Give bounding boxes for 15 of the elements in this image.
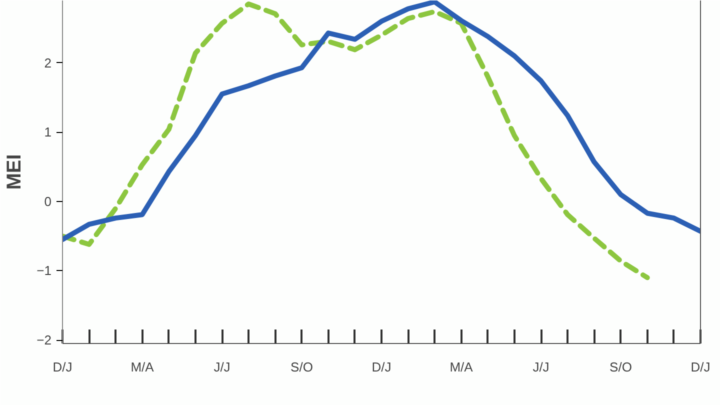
x-tick-label: M/A [130,360,154,374]
x-tick-label: J/J [214,360,230,374]
y-tick-label: −2 [36,332,52,348]
x-tick-label: S/O [610,360,632,374]
y-tick-label: 1 [44,124,52,140]
y-tick-label: 2 [44,55,52,70]
x-tick-label: J/J [532,360,550,374]
y-tick-label: 0 [44,194,52,209]
y-tick-label: −1 [36,263,52,278]
x-tick-label: D/J [690,360,710,374]
y-axis-title: MEI [4,154,26,190]
x-tick-label: M/A [450,360,474,374]
x-tick-label: S/O [290,360,313,374]
x-tick-label: D/J [52,360,72,374]
x-tick-label: D/J [372,360,392,374]
